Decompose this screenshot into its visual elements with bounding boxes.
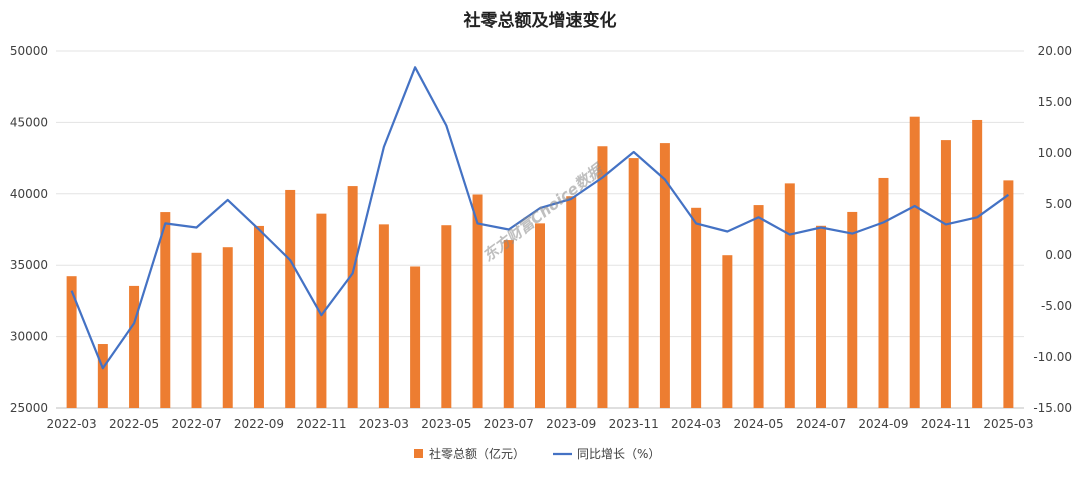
bar [691,208,701,408]
x-tick-label: 2023-07 [484,417,534,431]
x-tick-label: 2022-03 [47,417,97,431]
bar [754,205,764,408]
bar [722,255,732,408]
chart-title: 社零总额及增速变化 [463,10,617,31]
y-left-tick-label: 45000 [10,115,48,129]
bar [223,247,233,408]
bar-series [67,117,1014,408]
y-left-tick-label: 25000 [10,401,48,415]
bar [348,186,358,408]
bar [941,140,951,408]
bar [67,276,77,408]
legend-bar-swatch [414,449,423,458]
bar [847,212,857,408]
x-tick-label: 2025-03 [983,417,1033,431]
bar [285,190,295,408]
bar [878,178,888,408]
x-tick-label: 2023-03 [359,417,409,431]
bar [972,120,982,408]
x-tick-label: 2022-07 [171,417,221,431]
y-axis-right: -15.00 -10.00 -5.00 0.00 5.00 10.00 15.00 20.00 [1033,44,1072,415]
y-right-tick-label: -15.00 [1033,401,1072,415]
y-left-tick-label: 30000 [10,330,48,344]
bar [129,286,139,408]
bar [535,223,545,408]
legend-bar-label: 社零总额（亿元） [429,446,525,461]
x-tick-label: 2022-05 [109,417,159,431]
y-right-tick-label: 10.00 [1038,146,1072,160]
legend: 社零总额（亿元） 同比增长（%） [414,446,660,461]
bar [910,117,920,408]
bar [254,226,264,408]
x-tick-label: 2022-11 [296,417,346,431]
legend-line-label: 同比增长（%） [577,447,660,461]
x-tick-label: 2022-09 [234,417,284,431]
x-tick-label: 2023-05 [421,417,471,431]
x-tick-label: 2023-11 [609,417,659,431]
x-tick-label: 2024-09 [858,417,908,431]
bar [441,225,451,408]
bar [629,158,639,408]
bar [816,226,826,408]
x-tick-label: 2024-07 [796,417,846,431]
y-axis-left: 25000 30000 35000 40000 45000 50000 [10,44,48,415]
y-right-tick-label: -5.00 [1041,299,1072,313]
bar [785,183,795,408]
y-left-tick-label: 35000 [10,258,48,272]
bar [473,195,483,408]
bar [1003,180,1013,408]
bar [504,240,514,408]
y-left-tick-label: 50000 [10,44,48,58]
y-right-tick-label: 15.00 [1038,95,1072,109]
x-axis: 2022-03 2022-05 2022-07 2022-09 2022-11 2023-… [47,417,1034,431]
y-right-tick-label: -10.00 [1033,350,1072,364]
bar [410,266,420,408]
x-tick-label: 2024-11 [921,417,971,431]
y-left-tick-label: 40000 [10,187,48,201]
bar [566,196,576,408]
bar [379,224,389,408]
bar [192,253,202,408]
x-tick-label: 2024-03 [671,417,721,431]
bar [597,146,607,408]
x-tick-label: 2023-09 [546,417,596,431]
y-right-tick-label: 0.00 [1045,248,1072,262]
x-tick-label: 2024-05 [734,417,784,431]
bar [98,344,108,408]
y-right-tick-label: 5.00 [1045,197,1072,211]
bar [160,212,170,408]
y-right-tick-label: 20.00 [1038,44,1072,58]
